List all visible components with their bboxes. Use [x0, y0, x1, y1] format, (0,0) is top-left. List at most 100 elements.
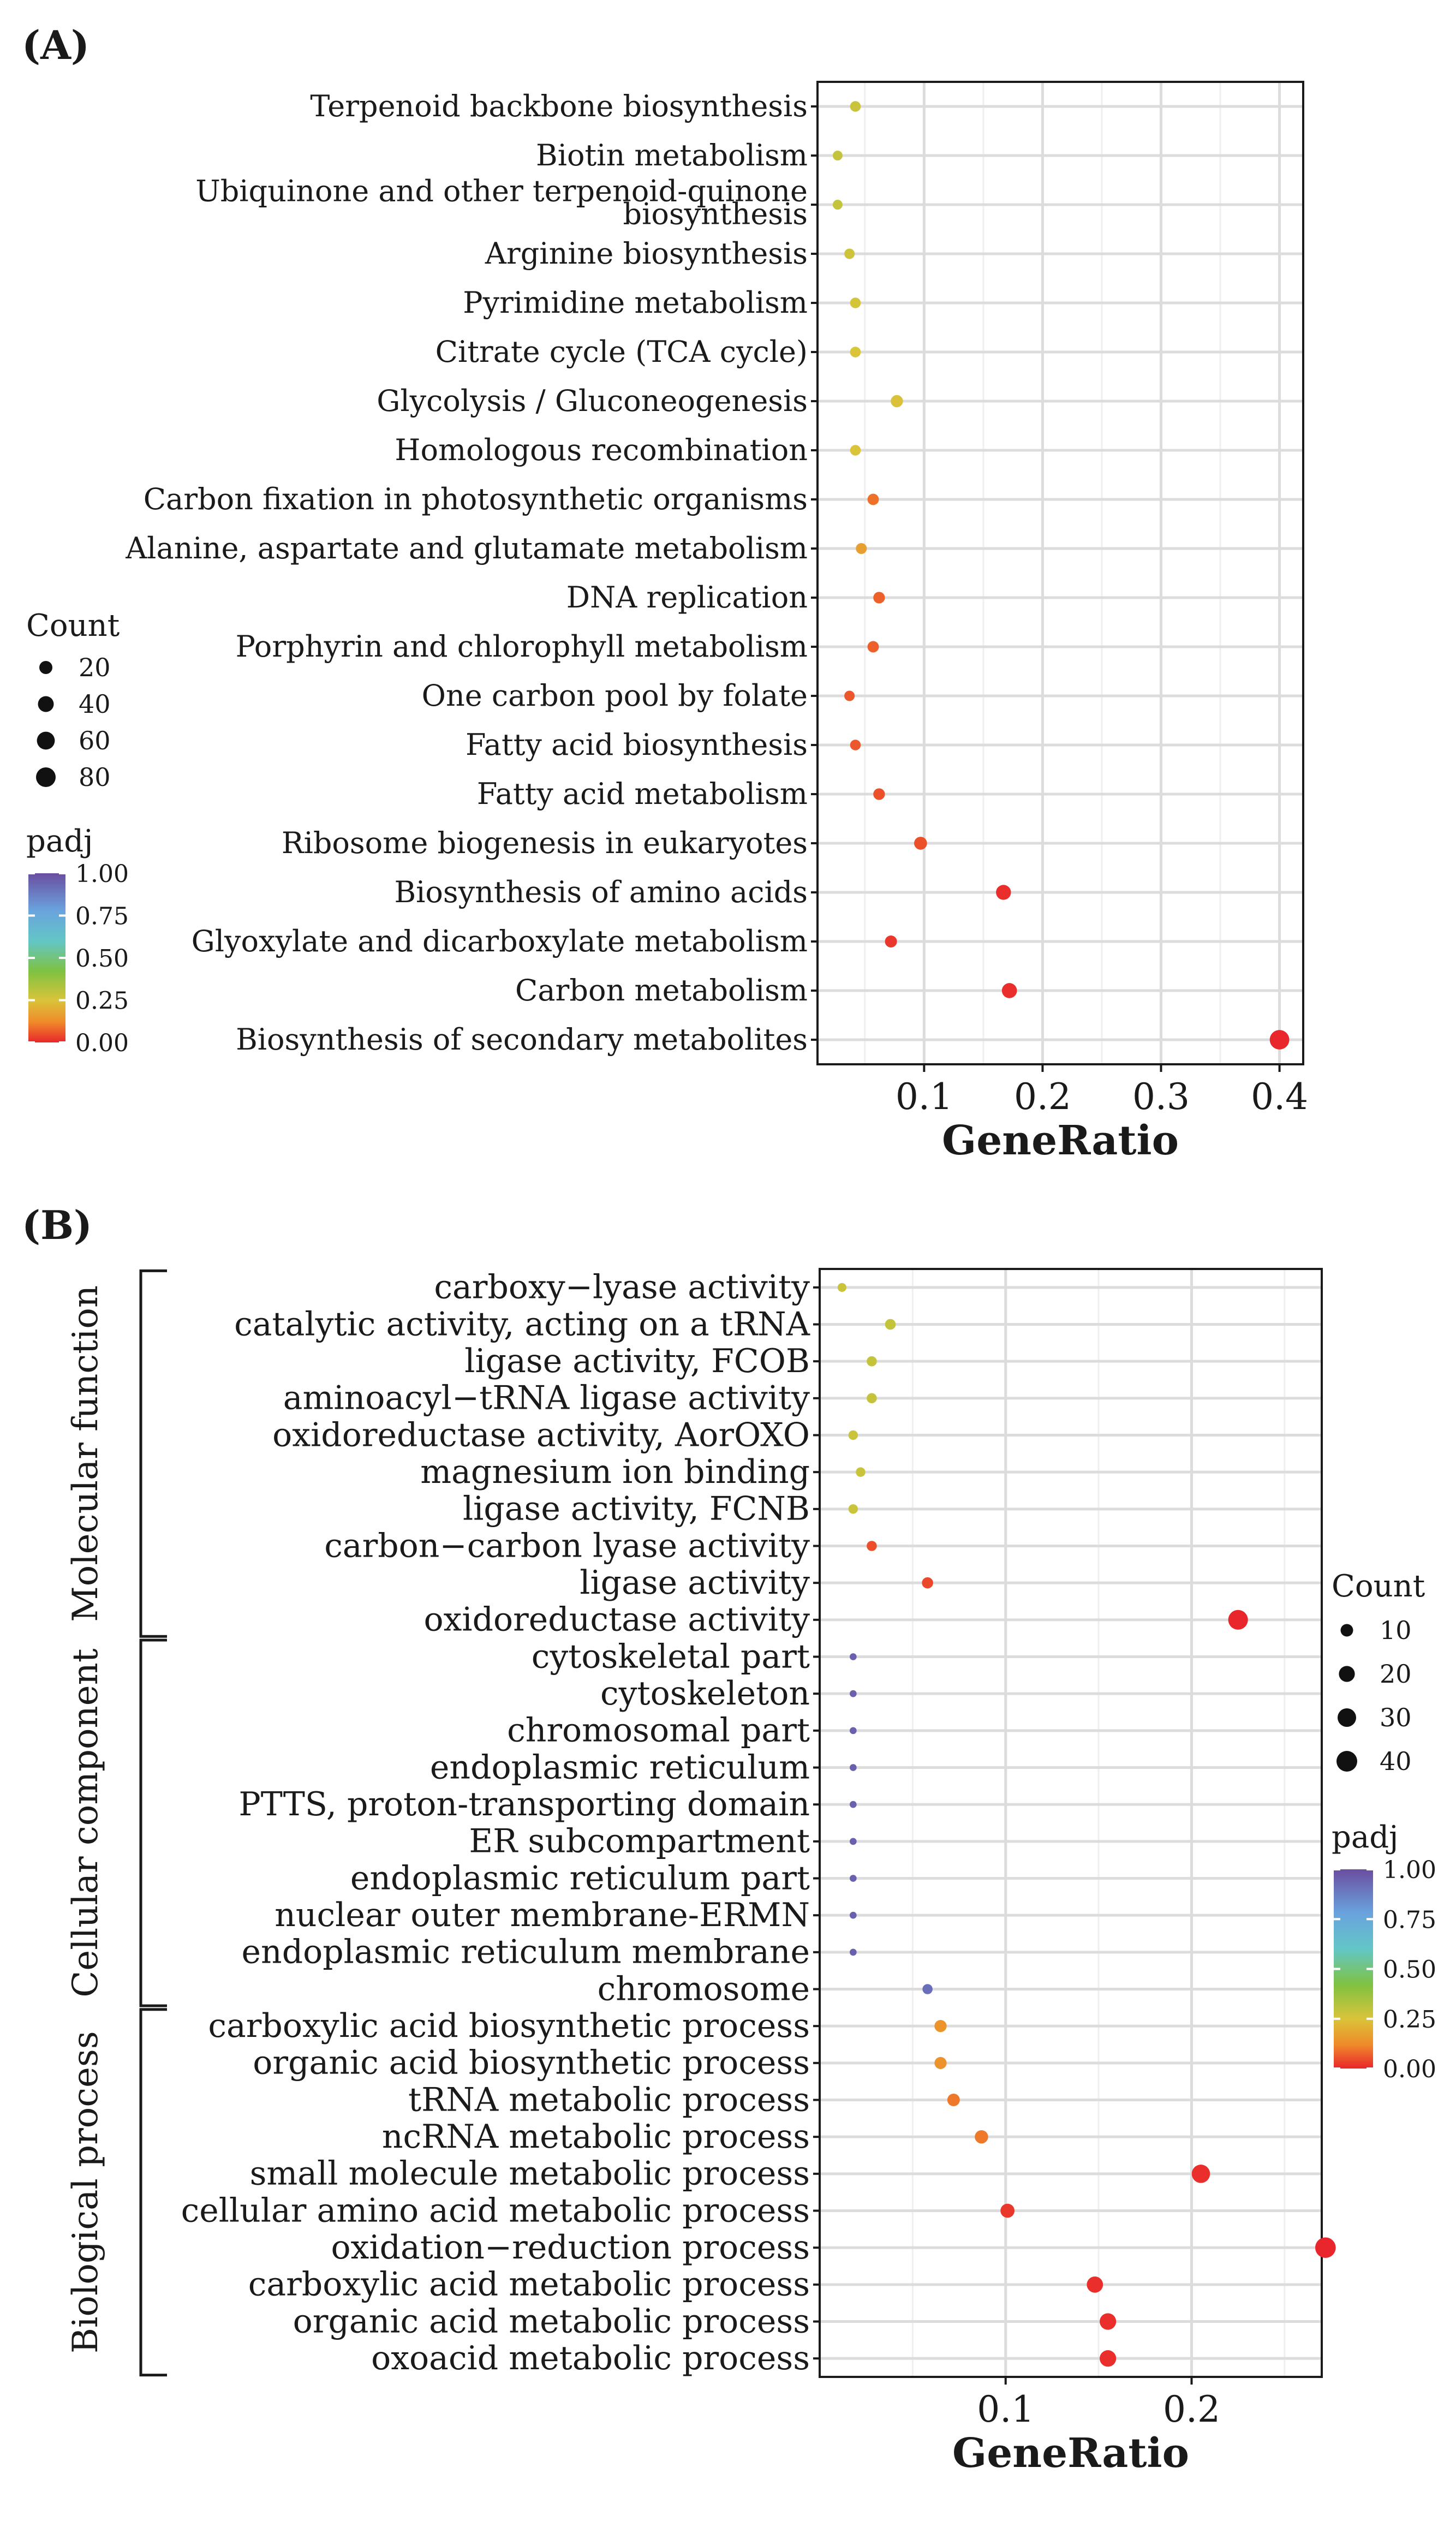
legend-title-count: Count — [1332, 1569, 1425, 1604]
x-tick-label: 0.2 — [1014, 1076, 1071, 1118]
y-tick-label: ligase activity, FCNB — [463, 1490, 810, 1528]
y-tick-label: chromosomal part — [507, 1712, 810, 1750]
data-point — [934, 2020, 947, 2033]
y-tick-label: nuclear outer membrane-ERMN — [275, 1896, 810, 1934]
data-point — [1087, 2276, 1103, 2293]
data-point — [849, 1911, 857, 1919]
data-point — [850, 445, 861, 456]
data-point — [844, 690, 855, 701]
panel-label: (A) — [22, 22, 89, 68]
data-point — [849, 1690, 857, 1697]
y-tick-label: carbon−carbon lyase activity — [324, 1527, 810, 1565]
y-tick-label: carboxylic acid biosynthetic process — [208, 2007, 810, 2045]
y-tick-label: Carbon fixation in photosynthetic organi… — [144, 482, 808, 516]
legend-size-label: 30 — [1380, 1703, 1412, 1732]
x-tick-label: 0.4 — [1251, 1076, 1308, 1118]
y-tick-label: PTTS, proton-transporting domain — [238, 1785, 810, 1823]
data-point — [1100, 2350, 1117, 2367]
y-tick-label: small molecule metabolic process — [250, 2155, 810, 2193]
data-point — [885, 935, 897, 948]
legend-colorbar-label: 0.50 — [1383, 1956, 1436, 1984]
y-tick-label: Glyoxylate and dicarboxylate metabolism — [192, 924, 808, 958]
data-point — [849, 1764, 857, 1771]
legend-colorbar-label: 0.25 — [1383, 2006, 1436, 2034]
y-tick-label: One carbon pool by folate — [422, 678, 808, 713]
y-tick-label: Biotin metabolism — [536, 138, 808, 172]
legend-colorbar-label: 0.75 — [75, 903, 129, 931]
y-tick-label: Arginine biosynthesis — [485, 236, 808, 271]
data-point — [891, 395, 903, 408]
y-tick-label: endoplasmic reticulum membrane — [242, 1933, 810, 1971]
legend-size-swatch — [1339, 1666, 1355, 1682]
y-tick-label: Carbon metabolism — [515, 973, 808, 1008]
y-tick-label: Porphyrin and chlorophyll metabolism — [236, 629, 808, 664]
data-point — [832, 200, 843, 210]
legend-title-padj: padj — [1332, 1820, 1398, 1855]
y-tick-label: ligase activity — [580, 1564, 810, 1602]
y-tick-label: ligase activity, FCOB — [464, 1342, 810, 1380]
data-point — [850, 101, 861, 112]
data-point — [885, 1319, 896, 1330]
x-axis-title: GeneRatio — [952, 2430, 1189, 2477]
legend-size-label: 40 — [79, 689, 111, 719]
y-tick-label: carboxylic acid metabolic process — [248, 2266, 810, 2304]
group-bracket — [139, 2008, 167, 2377]
data-point — [914, 837, 927, 850]
legend-size-swatch — [38, 696, 54, 712]
plot-border — [819, 1268, 1323, 2378]
data-point — [850, 297, 861, 308]
data-point — [849, 1875, 857, 1882]
y-tick-label: ER subcompartment — [469, 1822, 810, 1861]
panel-label: (B) — [22, 1202, 92, 1248]
y-tick-label: tRNA metabolic process — [408, 2081, 810, 2119]
data-point — [996, 885, 1011, 900]
data-point — [867, 1393, 877, 1404]
data-point — [849, 1948, 857, 1956]
legend-colorbar-label: 0.25 — [75, 987, 129, 1015]
y-tick-label: Ubiquinone and other terpenoid-quinone bi… — [195, 174, 808, 231]
group-label: Molecular function — [65, 1285, 106, 1622]
y-tick-label: magnesium ion binding — [420, 1453, 810, 1491]
legend-size-label: 40 — [1380, 1747, 1412, 1776]
y-tick-label: chromosome — [598, 1970, 810, 2008]
y-tick-label: aminoacyl−tRNA ligase activity — [283, 1379, 810, 1417]
data-point — [1269, 1030, 1290, 1050]
y-tick-label: Biosynthesis of secondary metabolites — [236, 1022, 808, 1057]
data-point — [856, 1467, 866, 1477]
y-tick-label: cytoskeleton — [600, 1674, 810, 1713]
legend-size-swatch — [1338, 1708, 1356, 1727]
group-label: Cellular component — [65, 1648, 106, 1997]
data-point — [837, 1283, 846, 1292]
legend-colorbar-label: 0.75 — [1383, 1906, 1436, 1934]
y-tick-label: oxidoreductase activity — [423, 1601, 810, 1639]
data-point — [934, 2057, 947, 2069]
legend-colorbar-label: 0.50 — [75, 945, 129, 973]
y-tick-label: Alanine, aspartate and glutamate metabol… — [125, 531, 808, 565]
data-point — [1000, 2203, 1015, 2218]
group-bracket — [139, 1638, 167, 2007]
legend-colorbar-label: 0.00 — [1383, 2055, 1436, 2083]
legend-colorbar-label: 0.00 — [75, 1029, 129, 1057]
data-point — [848, 1504, 858, 1514]
data-point — [1001, 983, 1017, 998]
x-axis-title: GeneRatio — [942, 1117, 1179, 1164]
y-tick-label: Terpenoid backbone biosynthesis — [310, 89, 808, 123]
y-tick-label: organic acid biosynthetic process — [253, 2044, 810, 2082]
data-point — [922, 1577, 933, 1589]
data-point — [873, 592, 885, 604]
y-tick-label: carboxy−lyase activity — [434, 1268, 810, 1307]
x-tick-label: 0.1 — [977, 2388, 1034, 2430]
y-tick-label: oxoacid metabolic process — [371, 2339, 810, 2377]
y-tick-label: endoplasmic reticulum — [430, 1748, 810, 1786]
legend-colorbar-label: 1.00 — [75, 860, 129, 888]
legend-size-swatch — [39, 661, 52, 674]
data-point — [975, 2130, 988, 2144]
legend-size-swatch — [37, 731, 55, 750]
y-tick-label: catalytic activity, acting on a tRNA — [234, 1305, 810, 1343]
legend-size-swatch — [1340, 1624, 1353, 1637]
data-point — [867, 1356, 877, 1367]
legend-size-label: 60 — [79, 726, 111, 755]
legend-size-swatch — [1336, 1751, 1357, 1772]
